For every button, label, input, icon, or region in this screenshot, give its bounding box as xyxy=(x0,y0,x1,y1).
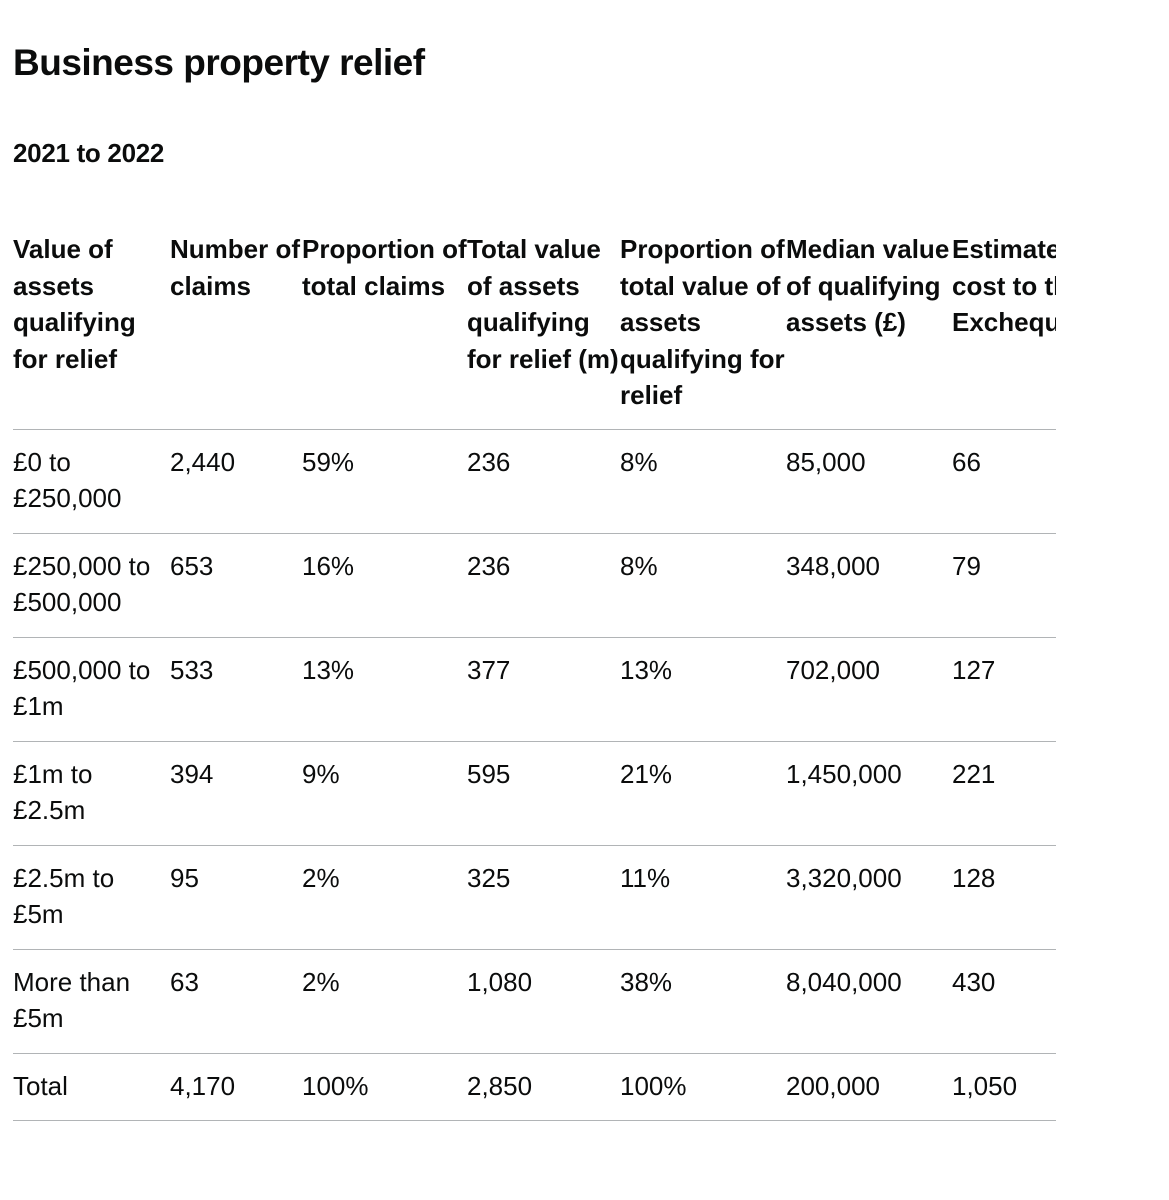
cell-estimated-tax-cost: 66 xyxy=(952,429,1056,534)
cell-total-value: 595 xyxy=(467,741,620,846)
cell-proportion-of-value: 38% xyxy=(620,949,786,1054)
cell-total-value: 2,850 xyxy=(467,1053,620,1121)
cell-proportion-of-value: 21% xyxy=(620,741,786,846)
cell-total-value: 236 xyxy=(467,429,620,534)
cell-total-value: 236 xyxy=(467,533,620,638)
cell-proportion-of-claims: 16% xyxy=(302,533,467,638)
column-header-total-value: Total value of assets qualifying for rel… xyxy=(467,231,620,430)
page-title: Business property relief xyxy=(13,42,425,83)
table-row: More than £5m 63 2% 1,080 38% 8,040,000 … xyxy=(13,949,1056,1054)
cell-median-value: 3,320,000 xyxy=(786,845,952,950)
column-header-proportion-of-value: Proportion of total value of assets qual… xyxy=(620,231,786,430)
cell-estimated-tax-cost: 221 xyxy=(952,741,1056,846)
cell-number-of-claims: 2,440 xyxy=(170,429,302,534)
cell-total-value: 325 xyxy=(467,845,620,950)
cell-median-value: 8,040,000 xyxy=(786,949,952,1054)
cell-proportion-of-value: 11% xyxy=(620,845,786,950)
cell-number-of-claims: 63 xyxy=(170,949,302,1054)
cell-median-value: 348,000 xyxy=(786,533,952,638)
header-row: Value of assets qualifying for relief Nu… xyxy=(13,231,1056,430)
table-row-total: Total 4,170 100% 2,850 100% 200,000 1,05… xyxy=(13,1053,1056,1121)
cell-number-of-claims: 4,170 xyxy=(170,1053,302,1121)
business-property-relief-table: Value of assets qualifying for relief Nu… xyxy=(13,231,1056,1121)
cell-median-value: 200,000 xyxy=(786,1053,952,1121)
cell-value-band: £2.5m to £5m xyxy=(13,845,170,950)
cell-proportion-of-value: 8% xyxy=(620,533,786,638)
cell-value-band: £500,000 to £1m xyxy=(13,637,170,742)
cell-value-band: Total xyxy=(13,1053,170,1121)
cell-estimated-tax-cost: 128 xyxy=(952,845,1056,950)
cell-estimated-tax-cost: 430 xyxy=(952,949,1056,1054)
cell-proportion-of-value: 100% xyxy=(620,1053,786,1121)
cell-number-of-claims: 653 xyxy=(170,533,302,638)
column-header-median-value: Median value of qualifying assets (£) xyxy=(786,231,952,430)
cell-value-band: £0 to £250,000 xyxy=(13,429,170,534)
cell-proportion-of-claims: 100% xyxy=(302,1053,467,1121)
cell-number-of-claims: 394 xyxy=(170,741,302,846)
cell-median-value: 702,000 xyxy=(786,637,952,742)
table-row: £250,000 to £500,000 653 16% 236 8% 348,… xyxy=(13,533,1056,638)
cell-number-of-claims: 95 xyxy=(170,845,302,950)
cell-proportion-of-claims: 2% xyxy=(302,949,467,1054)
column-header-number-of-claims: Number of claims xyxy=(170,231,302,430)
cell-estimated-tax-cost: 79 xyxy=(952,533,1056,638)
cell-median-value: 1,450,000 xyxy=(786,741,952,846)
cell-value-band: £1m to £2.5m xyxy=(13,741,170,846)
cell-proportion-of-claims: 59% xyxy=(302,429,467,534)
cell-total-value: 377 xyxy=(467,637,620,742)
column-header-proportion-of-claims: Proportion of total claims xyxy=(302,231,467,430)
cell-estimated-tax-cost: 127 xyxy=(952,637,1056,742)
table-row: £2.5m to £5m 95 2% 325 11% 3,320,000 128 xyxy=(13,845,1056,950)
cell-proportion-of-value: 13% xyxy=(620,637,786,742)
table-container: Value of assets qualifying for relief Nu… xyxy=(13,231,1056,1193)
cell-number-of-claims: 533 xyxy=(170,637,302,742)
cell-proportion-of-claims: 2% xyxy=(302,845,467,950)
cell-proportion-of-value: 8% xyxy=(620,429,786,534)
period-heading: 2021 to 2022 xyxy=(13,138,165,168)
cell-proportion-of-claims: 9% xyxy=(302,741,467,846)
cell-median-value: 85,000 xyxy=(786,429,952,534)
table-row: £1m to £2.5m 394 9% 595 21% 1,450,000 22… xyxy=(13,741,1056,846)
table-row: £500,000 to £1m 533 13% 377 13% 702,000 … xyxy=(13,637,1056,742)
cell-value-band: £250,000 to £500,000 xyxy=(13,533,170,638)
column-header-value-of-assets: Value of assets qualifying for relief xyxy=(13,231,170,430)
cell-value-band: More than £5m xyxy=(13,949,170,1054)
table-header: Value of assets qualifying for relief Nu… xyxy=(13,231,1056,430)
cell-proportion-of-claims: 13% xyxy=(302,637,467,742)
table-row: £0 to £250,000 2,440 59% 236 8% 85,000 6… xyxy=(13,429,1056,534)
cell-estimated-tax-cost: 1,050 xyxy=(952,1053,1056,1121)
cell-total-value: 1,080 xyxy=(467,949,620,1054)
column-header-estimated-tax-cost: Estimated tax cost to the Exchequer (£m) xyxy=(952,231,1056,430)
table-body: £0 to £250,000 2,440 59% 236 8% 85,000 6… xyxy=(13,429,1056,1121)
